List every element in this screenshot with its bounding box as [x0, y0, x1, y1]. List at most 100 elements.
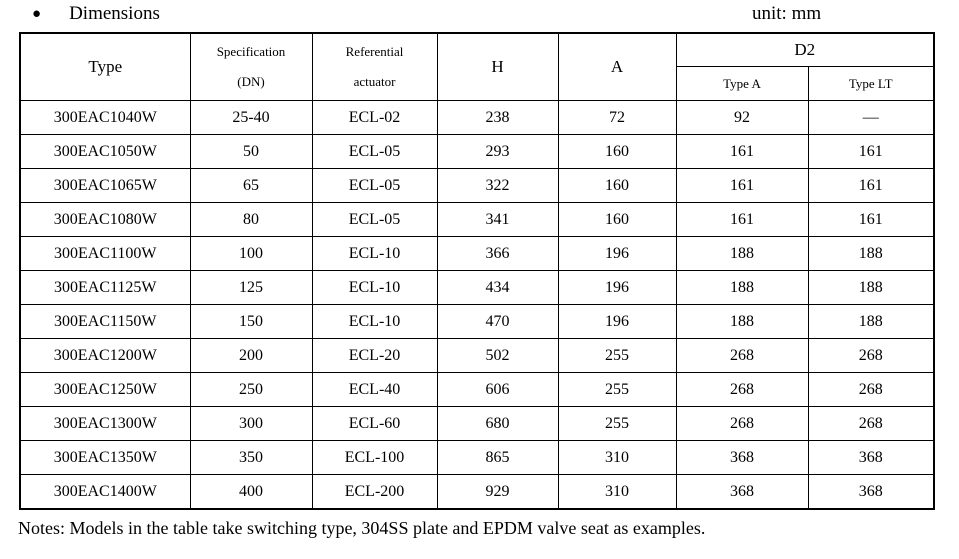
table-cell: 300EAC1040W — [19, 100, 191, 135]
table-cell: 255 — [557, 338, 677, 373]
table-cell: ECL-10 — [311, 270, 438, 305]
table-cell: 161 — [807, 168, 935, 203]
table-cell: 470 — [436, 304, 559, 339]
table-cell: 188 — [807, 236, 935, 271]
table-cell: 196 — [557, 270, 677, 305]
table-cell: 300EAC1100W — [19, 236, 191, 271]
section-heading: ● Dimensions — [32, 3, 160, 25]
table-row: 300EAC1200W 200 ECL-20 502 255 268 268 — [19, 338, 935, 373]
table-cell: ECL-05 — [311, 202, 438, 237]
table-cell: 434 — [436, 270, 559, 305]
col-header-d2-type-lt: Type LT — [807, 66, 935, 101]
table-cell: 300EAC1150W — [19, 304, 191, 339]
table-body: 300EAC1040W 25-40 ECL-02 238 72 92—300EAC1050… — [19, 100, 935, 510]
bullet-icon: ● — [32, 5, 42, 22]
table-cell: ECL-02 — [311, 100, 438, 135]
table-row: 300EAC1350W 350 ECL-100 865 310 368 368 — [19, 440, 935, 475]
table-cell: 150 — [189, 304, 313, 339]
table-cell: 865 — [436, 440, 559, 475]
col-header-a: A — [557, 32, 677, 101]
table-cell: 161 — [675, 134, 809, 169]
table-cell: 300EAC1300W — [19, 406, 191, 441]
col-header-actuator: Referential actuator — [311, 32, 438, 101]
table-cell: 293 — [436, 134, 559, 169]
table-cell: 368 — [807, 440, 935, 475]
table-cell: 238 — [436, 100, 559, 135]
dimensions-table: Type Specification (DN) Referential actu… — [19, 32, 935, 510]
table-row: 300EAC1040W 25-40 ECL-02 238 72 92— — [19, 100, 935, 135]
table-cell: 161 — [675, 168, 809, 203]
table-cell: 368 — [807, 474, 935, 510]
table-cell: ECL-40 — [311, 372, 438, 407]
table-cell: ECL-200 — [311, 474, 438, 510]
table-row: 300EAC1050W 50 ECL-05 293 160 161 161 — [19, 134, 935, 169]
page-header: ● Dimensions unit: mm — [0, 0, 959, 32]
table-cell: 268 — [675, 372, 809, 407]
table-cell: 160 — [557, 202, 677, 237]
table-cell: 100 — [189, 236, 313, 271]
table-cell: 50 — [189, 134, 313, 169]
table-cell: 606 — [436, 372, 559, 407]
section-title: Dimensions — [69, 3, 160, 24]
table-cell: 65 — [189, 168, 313, 203]
table-cell: — — [807, 100, 935, 135]
col-header-d2-type-a: Type A — [675, 66, 809, 101]
table-cell: ECL-10 — [311, 236, 438, 271]
table-cell: 300EAC1200W — [19, 338, 191, 373]
col-header-specification: Specification (DN) — [189, 32, 313, 101]
table-cell: 268 — [807, 338, 935, 373]
table-cell: ECL-60 — [311, 406, 438, 441]
col-header-actuator-line1: Referential — [345, 44, 404, 59]
table-cell: 300 — [189, 406, 313, 441]
table-cell: 188 — [807, 270, 935, 305]
table-cell: 160 — [557, 134, 677, 169]
table-cell: 92 — [675, 100, 809, 135]
table-cell: 680 — [436, 406, 559, 441]
table-cell: 268 — [807, 372, 935, 407]
table-cell: 268 — [807, 406, 935, 441]
table-cell: 196 — [557, 236, 677, 271]
table-cell: 310 — [557, 440, 677, 475]
col-header-d2: D2 — [675, 32, 935, 67]
table-cell: 368 — [675, 474, 809, 510]
table-cell: 300EAC1080W — [19, 202, 191, 237]
table-cell: 268 — [675, 338, 809, 373]
table-header: Type Specification (DN) Referential actu… — [19, 32, 935, 101]
table-cell: 929 — [436, 474, 559, 510]
unit-label: unit: mm — [752, 3, 822, 24]
table-cell: 188 — [675, 304, 809, 339]
table-row: 300EAC1300W 300 ECL-60 680 255 268 268 — [19, 406, 935, 441]
table-cell: 188 — [675, 236, 809, 271]
table-cell: 250 — [189, 372, 313, 407]
table-cell: 368 — [675, 440, 809, 475]
table-row: 300EAC1065W 65 ECL-05 322 160 161 161 — [19, 168, 935, 203]
table-row: 300EAC1080W 80 ECL-05 341 160 161 161 — [19, 202, 935, 237]
col-header-specification-line1: Specification — [216, 44, 286, 59]
table-cell: 300EAC1250W — [19, 372, 191, 407]
table-cell: 350 — [189, 440, 313, 475]
col-header-h: H — [436, 32, 559, 101]
table-row: 300EAC1150W 150 ECL-10 470 196 188 188 — [19, 304, 935, 339]
table-cell: 160 — [557, 168, 677, 203]
table-cell: 400 — [189, 474, 313, 510]
col-header-actuator-line2: actuator — [353, 74, 396, 89]
table-cell: 188 — [807, 304, 935, 339]
table-cell: 300EAC1350W — [19, 440, 191, 475]
table-cell: 255 — [557, 372, 677, 407]
table-cell: 322 — [436, 168, 559, 203]
table-cell: 300EAC1125W — [19, 270, 191, 305]
table-row: 300EAC1100W 100 ECL-10 366 196 188 188 — [19, 236, 935, 271]
table-cell: 161 — [675, 202, 809, 237]
table-cell: 196 — [557, 304, 677, 339]
table-cell: ECL-20 — [311, 338, 438, 373]
table-cell: 300EAC1400W — [19, 474, 191, 510]
table-row: 300EAC1400W 400 ECL-200 929 310 368 368 — [19, 474, 935, 510]
col-header-type: Type — [19, 32, 191, 101]
table-cell: 366 — [436, 236, 559, 271]
notes-text: Notes: Models in the table take switchin… — [18, 518, 706, 538]
table-cell: 502 — [436, 338, 559, 373]
table-cell: 300EAC1065W — [19, 168, 191, 203]
table-cell: 341 — [436, 202, 559, 237]
table-cell: ECL-05 — [311, 134, 438, 169]
col-header-specification-line2: (DN) — [237, 74, 265, 89]
